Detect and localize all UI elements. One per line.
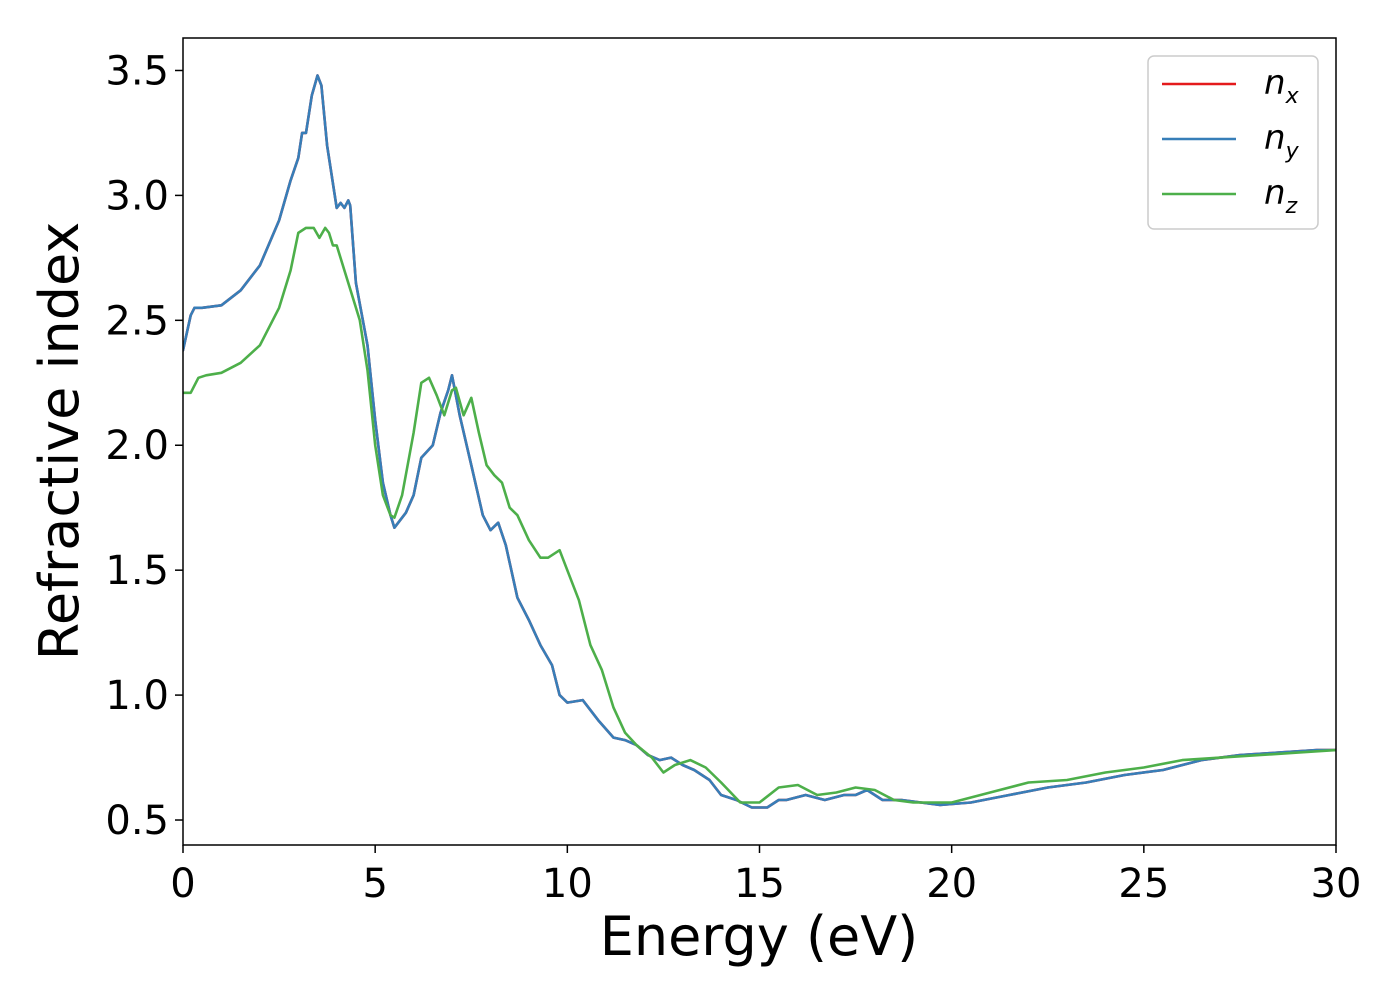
legend: nx ny nz <box>1147 55 1319 230</box>
y-tick-label: 2.0 <box>105 423 169 469</box>
series-line-z <box>183 226 1336 804</box>
x-axis-label: Energy (eV) <box>600 905 919 968</box>
x-tick-label: 0 <box>170 861 195 907</box>
y-tick-label: 0.5 <box>105 798 169 844</box>
y-tick-label: 3.5 <box>105 48 169 94</box>
y-tick-label: 1.5 <box>105 548 169 594</box>
legend-box <box>1147 55 1319 230</box>
y-axis-label: Refractive index <box>28 222 91 661</box>
x-tick-label: 30 <box>1311 861 1362 907</box>
y-tick-label: 2.5 <box>105 298 169 344</box>
series-layer <box>183 74 1336 809</box>
y-tick-label: 3.0 <box>105 173 169 219</box>
y-tick-label: 1.0 <box>105 673 169 719</box>
x-tick-label: 15 <box>734 861 785 907</box>
series-line-y <box>183 74 1336 809</box>
legend-label-x: nx <box>1264 63 1300 109</box>
x-tick-label: 5 <box>362 861 387 907</box>
legend-label-y: ny <box>1264 118 1300 164</box>
y-axis-ticks: 0.5 1.0 1.5 2.0 2.5 3.0 3.5 <box>105 48 183 844</box>
x-tick-label: 10 <box>542 861 593 907</box>
legend-label-z: nz <box>1264 173 1298 219</box>
x-tick-label: 20 <box>926 861 977 907</box>
x-axis-ticks: 0 5 10 15 20 25 30 <box>170 845 1361 907</box>
x-tick-label: 25 <box>1118 861 1169 907</box>
